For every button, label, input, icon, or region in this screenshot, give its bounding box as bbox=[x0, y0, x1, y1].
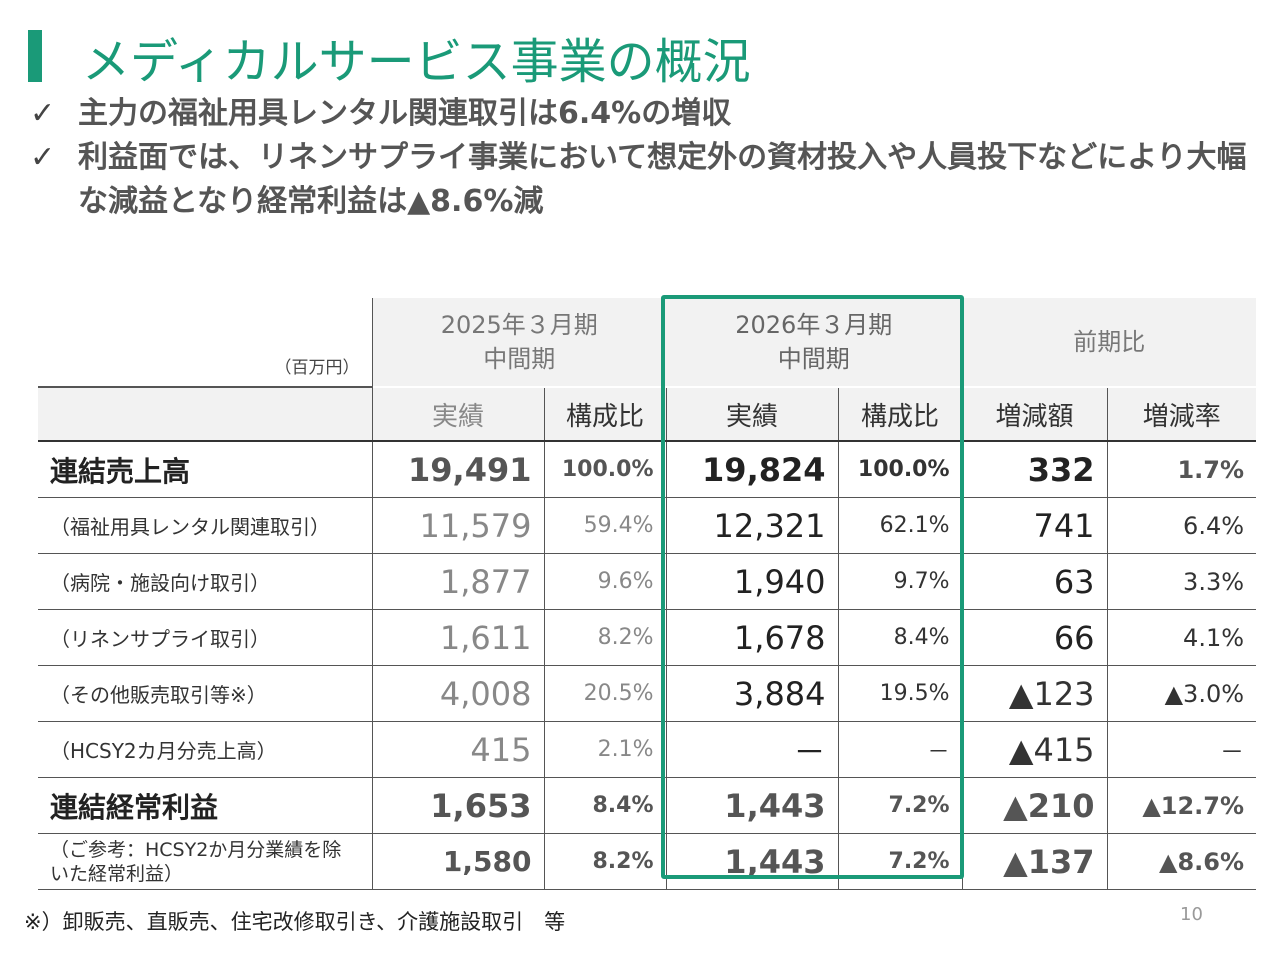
row-label: （その他販売取引等※） bbox=[38, 665, 372, 722]
bullet-text: 利益面では、リネンサプライ事業において想定外の資材投入や人員投下などにより大幅な… bbox=[78, 140, 1247, 219]
cur-ratio: 9.7% bbox=[837, 553, 963, 610]
period-prev-header: 2025年３月期 中間期 bbox=[372, 298, 667, 387]
row-label: 連結経常利益 bbox=[38, 777, 372, 834]
table-row: （病院・施設向け取引） 1,877 9.6% 1,940 9.7% 63 3.3… bbox=[38, 553, 1257, 610]
cur-ratio: 7.2% bbox=[837, 777, 963, 834]
subheader-ratio-prev: 構成比 bbox=[543, 386, 667, 442]
change-rate: 3.3% bbox=[1106, 553, 1257, 610]
prev-actual: 1,653 bbox=[371, 777, 544, 834]
footnote: ※）卸販売、直販売、住宅改修取引き、介護施設取引 等 bbox=[24, 910, 566, 934]
cur-actual: － bbox=[665, 721, 839, 778]
prev-ratio: 9.6% bbox=[543, 553, 667, 610]
table-row: （ご参考：HCSY2か月分業績を除いた経常利益） 1,580 8.2% 1,44… bbox=[38, 833, 1257, 890]
cur-ratio: 19.5% bbox=[837, 665, 963, 722]
table-row: （福祉用具レンタル関連取引） 11,579 59.4% 12,321 62.1%… bbox=[38, 497, 1257, 554]
row-label: 連結売上高 bbox=[38, 440, 372, 498]
subheader-ratio-cur: 構成比 bbox=[837, 386, 963, 442]
cur-ratio: － bbox=[837, 721, 963, 778]
unit-label: （百万円） bbox=[38, 298, 373, 388]
change-amount: 63 bbox=[961, 553, 1108, 610]
cur-actual: 12,321 bbox=[665, 497, 839, 554]
row-label: （病院・施設向け取引） bbox=[38, 553, 372, 610]
prev-ratio: 8.2% bbox=[543, 609, 667, 666]
change-rate: ▲3.0% bbox=[1106, 665, 1257, 722]
row-label: （福祉用具レンタル関連取引） bbox=[38, 497, 372, 554]
change-rate: － bbox=[1106, 721, 1257, 778]
subheader-blank bbox=[38, 386, 372, 442]
page-title: メディカルサービス事業の概況 bbox=[82, 34, 751, 90]
change-rate: ▲8.6% bbox=[1106, 833, 1257, 890]
change-rate: ▲12.7% bbox=[1106, 777, 1257, 834]
change-amount: ▲210 bbox=[961, 777, 1108, 834]
cur-ratio: 62.1% bbox=[837, 497, 963, 554]
prev-actual: 11,579 bbox=[371, 497, 544, 554]
prev-actual: 1,580 bbox=[371, 833, 544, 890]
cur-actual: 19,824 bbox=[665, 440, 839, 498]
table-row: 連結経常利益 1,653 8.4% 1,443 7.2% ▲210 ▲12.7% bbox=[38, 777, 1257, 834]
prev-actual: 19,491 bbox=[371, 440, 544, 498]
prev-ratio: 59.4% bbox=[543, 497, 667, 554]
check-icon: ✓ bbox=[30, 96, 56, 131]
subheader-row: 実績 構成比 実績 構成比 増減額 増減率 bbox=[38, 386, 1257, 442]
bullet-item: ✓ 主力の福祉用具レンタル関連取引は6.4%の増収 bbox=[30, 92, 1270, 136]
title-accent-bar bbox=[28, 30, 42, 82]
check-icon: ✓ bbox=[30, 140, 56, 175]
table-row: （HCSY2カ月分売上高） 415 2.1% － － ▲415 － bbox=[38, 721, 1257, 778]
change-amount: ▲415 bbox=[961, 721, 1108, 778]
cur-ratio: 100.0% bbox=[837, 440, 963, 498]
table-row: 連結売上高 19,491 100.0% 19,824 100.0% 332 1.… bbox=[38, 440, 1257, 498]
change-amount: ▲123 bbox=[961, 665, 1108, 722]
change-rate: 1.7% bbox=[1106, 440, 1257, 498]
table-row: （その他販売取引等※） 4,008 20.5% 3,884 19.5% ▲123… bbox=[38, 665, 1257, 722]
table-row: （リネンサプライ取引） 1,611 8.2% 1,678 8.4% 66 4.1… bbox=[38, 609, 1257, 666]
prev-actual: 1,877 bbox=[371, 553, 544, 610]
subheader-change-rate: 増減率 bbox=[1106, 386, 1257, 442]
prev-ratio: 100.0% bbox=[543, 440, 667, 498]
prev-ratio: 8.4% bbox=[543, 777, 667, 834]
period-header-row: （百万円） 2025年３月期 中間期 2026年３月期 中間期 前期比 bbox=[38, 298, 1257, 388]
prev-ratio: 20.5% bbox=[543, 665, 667, 722]
cur-ratio: 7.2% bbox=[837, 833, 963, 890]
change-rate: 4.1% bbox=[1106, 609, 1257, 666]
subheader-change-amount: 増減額 bbox=[961, 386, 1108, 442]
page-number: 10 bbox=[1180, 904, 1203, 925]
row-label: （リネンサプライ取引） bbox=[38, 609, 372, 666]
change-amount: 66 bbox=[961, 609, 1108, 666]
prev-actual: 415 bbox=[371, 721, 544, 778]
cur-actual: 1,443 bbox=[665, 777, 839, 834]
cur-ratio: 8.4% bbox=[837, 609, 963, 666]
cur-actual: 1,940 bbox=[665, 553, 839, 610]
prev-ratio: 2.1% bbox=[543, 721, 667, 778]
change-rate: 6.4% bbox=[1106, 497, 1257, 554]
summary-bullets: ✓ 主力の福祉用具レンタル関連取引は6.4%の増収 ✓ 利益面では、リネンサプラ… bbox=[30, 92, 1270, 224]
change-amount: 741 bbox=[961, 497, 1108, 554]
comparison-header: 前期比 bbox=[961, 298, 1257, 387]
subheader-actual-prev: 実績 bbox=[371, 386, 544, 442]
prev-ratio: 8.2% bbox=[543, 833, 667, 890]
subheader-actual-cur: 実績 bbox=[665, 386, 839, 442]
row-label: （HCSY2カ月分売上高） bbox=[38, 721, 372, 778]
bullet-text: 主力の福祉用具レンタル関連取引は6.4%の増収 bbox=[78, 96, 732, 131]
change-amount: 332 bbox=[961, 440, 1108, 498]
cur-actual: 3,884 bbox=[665, 665, 839, 722]
prev-actual: 1,611 bbox=[371, 609, 544, 666]
cur-actual: 1,678 bbox=[665, 609, 839, 666]
bullet-item: ✓ 利益面では、リネンサプライ事業において想定外の資材投入や人員投下などにより大… bbox=[30, 136, 1270, 224]
prev-actual: 4,008 bbox=[371, 665, 544, 722]
results-table: （百万円） 2025年３月期 中間期 2026年３月期 中間期 前期比 実績 構… bbox=[38, 298, 1257, 890]
row-label: （ご参考：HCSY2か月分業績を除いた経常利益） bbox=[38, 833, 372, 890]
cur-actual: 1,443 bbox=[665, 833, 839, 890]
period-cur-header: 2026年３月期 中間期 bbox=[666, 298, 963, 387]
change-amount: ▲137 bbox=[961, 833, 1108, 890]
